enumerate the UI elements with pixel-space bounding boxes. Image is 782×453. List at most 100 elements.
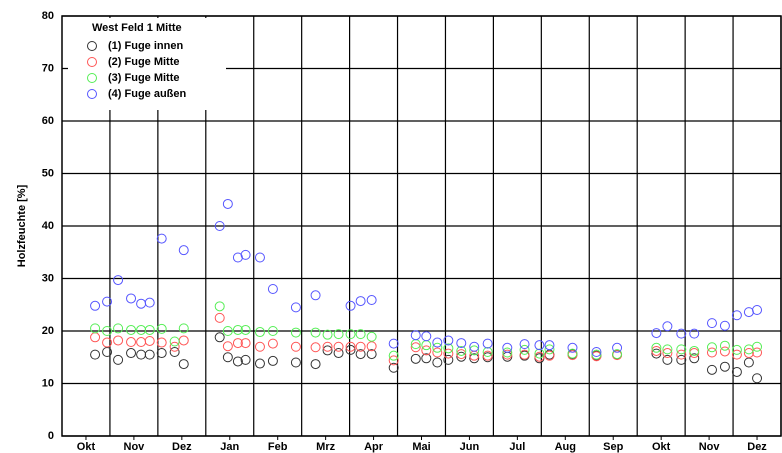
data-point: [126, 324, 137, 335]
data-point: [178, 335, 189, 346]
legend-label: (4) Fuge außen: [108, 88, 187, 100]
data-point: [544, 340, 555, 351]
data-point: [719, 340, 730, 351]
data-point: [388, 350, 399, 361]
data-point: [232, 252, 243, 263]
data-point: [432, 342, 443, 353]
data-point: [254, 327, 265, 338]
legend-marker: [87, 41, 97, 51]
data-point: [519, 349, 530, 360]
y-axis-label: Holzfeuchte [%]: [16, 184, 28, 267]
data-point: [222, 341, 233, 352]
data-point: [689, 353, 700, 364]
data-point: [126, 293, 137, 304]
data-point: [706, 342, 717, 353]
data-point: [90, 349, 101, 360]
data-point: [222, 326, 233, 336]
data-point: [214, 301, 225, 312]
data-point: [752, 305, 763, 315]
legend-label: (3) Fuge Mitte: [108, 72, 180, 84]
data-point: [456, 338, 467, 349]
data-point: [214, 221, 225, 231]
data-point: [388, 355, 399, 366]
data-point: [502, 347, 513, 358]
data-point: [310, 342, 321, 353]
y-tick-label: 70: [42, 62, 54, 74]
data-point: [567, 348, 578, 359]
data-point: [651, 348, 662, 359]
data-point: [345, 300, 356, 311]
data-point: [232, 324, 243, 335]
data-point: [676, 344, 687, 355]
data-point: [136, 324, 147, 335]
data-point: [421, 340, 432, 351]
legend-box: [68, 18, 226, 110]
data-point: [591, 347, 602, 357]
data-point: [267, 326, 278, 336]
data-point: [232, 356, 243, 367]
data-point: [731, 349, 742, 360]
data-point: [144, 324, 155, 335]
legend-marker: [87, 57, 97, 67]
x-tick-label: Nov: [124, 441, 146, 453]
data-point: [355, 329, 366, 340]
x-tick-label: Jan: [220, 441, 239, 453]
x-tick-label: Dez: [747, 441, 767, 453]
data-point: [156, 233, 167, 244]
data-point: [719, 361, 730, 372]
data-point: [469, 345, 480, 356]
x-tick-label: Mai: [412, 441, 430, 453]
data-point: [366, 349, 377, 360]
data-point: [432, 357, 443, 368]
data-point: [421, 345, 432, 356]
data-point: [90, 332, 101, 343]
data-point: [156, 323, 167, 334]
data-point: [519, 344, 530, 355]
data-point: [731, 310, 742, 321]
data-point: [567, 342, 578, 353]
data-point: [676, 354, 687, 365]
data-point: [345, 329, 356, 340]
plot-frame: [61, 15, 782, 437]
data-point: [322, 345, 333, 356]
data-point: [544, 344, 555, 355]
data-point: [267, 355, 278, 366]
data-point: [534, 340, 545, 351]
data-point: [706, 364, 717, 375]
data-point: [432, 337, 443, 348]
data-point: [178, 323, 189, 334]
data-point: [333, 348, 344, 359]
data-point: [310, 290, 321, 301]
data-point: [254, 358, 265, 369]
data-point: [214, 332, 225, 343]
data-point: [144, 349, 155, 360]
data-point: [706, 347, 717, 358]
data-point: [144, 335, 155, 346]
x-tick-label: Okt: [77, 441, 96, 453]
data-point: [222, 352, 233, 363]
data-point: [456, 345, 467, 356]
data-point: [310, 359, 321, 370]
data-point: [169, 347, 180, 357]
data-point: [290, 341, 301, 352]
data-point: [355, 341, 366, 352]
data-point: [290, 327, 301, 338]
data-point: [90, 300, 101, 311]
x-tick-label: Apr: [364, 441, 384, 453]
x-tick-label: Aug: [555, 441, 576, 453]
data-point: [113, 354, 124, 365]
data-point: [102, 326, 113, 336]
data-point: [719, 320, 730, 331]
data-point: [676, 349, 687, 360]
data-point: [144, 297, 155, 308]
data-point: [651, 345, 662, 356]
y-tick-label: 0: [48, 430, 54, 442]
legend-label: (2) Fuge Mitte: [108, 56, 180, 68]
data-point: [443, 343, 454, 354]
data-point: [169, 341, 180, 352]
legend-marker: [87, 89, 97, 99]
data-point: [519, 339, 530, 350]
data-point: [126, 337, 137, 348]
legend-label: (1) Fuge innen: [108, 40, 183, 52]
data-point: [240, 249, 251, 260]
